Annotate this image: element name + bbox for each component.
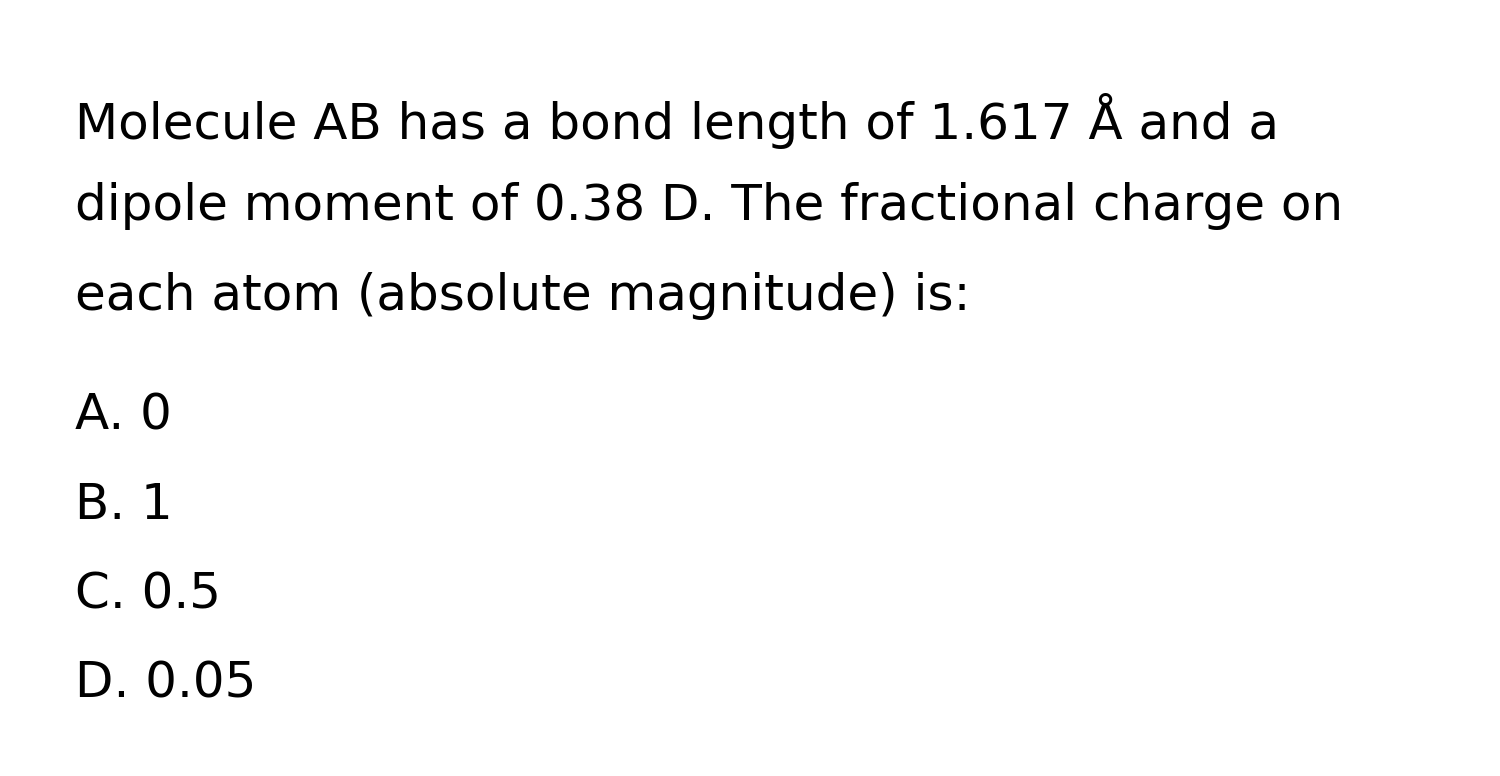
Text: A. 0: A. 0	[75, 392, 172, 440]
Text: B. 1: B. 1	[75, 481, 172, 529]
Text: D. 0.05: D. 0.05	[75, 660, 256, 708]
Text: dipole moment of 0.38 D. The fractional charge on: dipole moment of 0.38 D. The fractional …	[75, 182, 1342, 230]
Text: each atom (absolute magnitude) is:: each atom (absolute magnitude) is:	[75, 272, 970, 320]
Text: C. 0.5: C. 0.5	[75, 570, 220, 618]
Text: Molecule AB has a bond length of 1.617 Å and a: Molecule AB has a bond length of 1.617 Å…	[75, 93, 1280, 149]
